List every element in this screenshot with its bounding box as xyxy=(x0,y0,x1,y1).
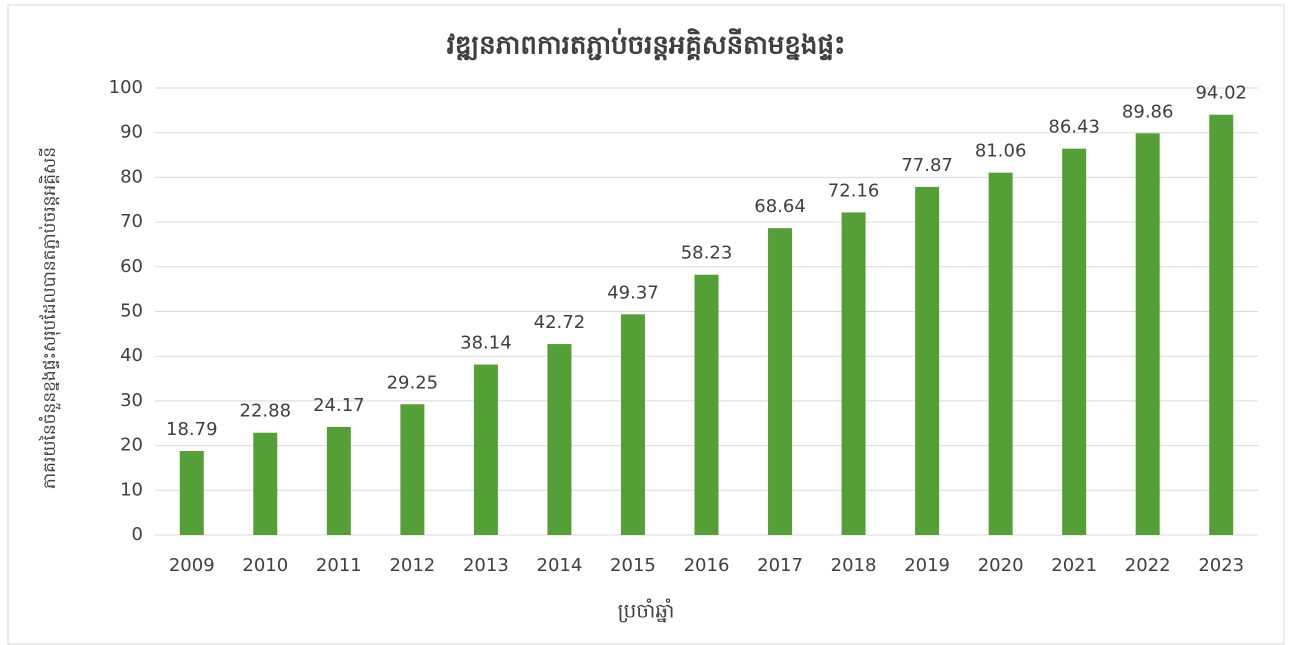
y-tick-label: 90 xyxy=(120,122,143,143)
data-label: 72.16 xyxy=(828,180,880,201)
data-label: 77.87 xyxy=(901,155,953,176)
bar xyxy=(1062,148,1087,535)
chart-border xyxy=(7,4,1285,645)
bar xyxy=(326,426,351,535)
y-tick-label: 100 xyxy=(109,77,143,98)
data-label: 58.23 xyxy=(681,243,733,264)
data-label: 68.64 xyxy=(754,196,806,217)
bar xyxy=(1209,114,1234,536)
bar xyxy=(915,186,940,536)
bar xyxy=(179,451,204,535)
data-label: 86.43 xyxy=(1048,117,1100,138)
bar xyxy=(768,228,793,535)
data-label: 42.72 xyxy=(534,312,586,333)
x-tick-label: 2013 xyxy=(463,555,509,576)
data-label: 89.86 xyxy=(1122,101,1174,122)
x-tick-label: 2014 xyxy=(537,555,583,576)
x-tick-label: 2017 xyxy=(757,555,803,576)
x-tick-label: 2012 xyxy=(389,555,435,576)
x-tick-label: 2021 xyxy=(1051,555,1097,576)
chart-title: វឌ្ឍនភាពការតភ្ជាប់ចរន្តអគ្គិសនីតាមខ្នងផ្… xyxy=(447,28,846,61)
x-tick-label: 2019 xyxy=(904,555,950,576)
x-tick-label: 2020 xyxy=(978,555,1024,576)
y-tick-label: 60 xyxy=(120,256,143,277)
bar xyxy=(473,364,498,535)
data-label: 94.02 xyxy=(1195,83,1247,104)
data-label: 22.88 xyxy=(240,401,292,422)
bar xyxy=(694,274,719,535)
y-tick-label: 80 xyxy=(120,166,143,187)
y-tick-label: 40 xyxy=(120,345,143,366)
data-label: 18.79 xyxy=(166,419,218,440)
x-tick-label: 2015 xyxy=(610,555,656,576)
data-label: 81.06 xyxy=(975,141,1027,162)
bar xyxy=(547,344,572,535)
y-axis-title: ភាគរយនៃចំនួនខ្នងផ្ទះសរុបដែលបានតភ្ជាប់ចរន… xyxy=(38,147,61,489)
y-tick-label: 50 xyxy=(120,301,143,322)
y-tick-label: 10 xyxy=(120,479,143,500)
x-tick-label: 2022 xyxy=(1125,555,1171,576)
y-tick-label: 70 xyxy=(120,211,143,232)
x-tick-label: 2011 xyxy=(316,555,362,576)
x-tick-label: 2018 xyxy=(831,555,877,576)
y-tick-label: 0 xyxy=(132,524,143,545)
bar xyxy=(988,172,1013,535)
data-label: 24.17 xyxy=(313,395,365,416)
y-tick-label: 20 xyxy=(120,435,143,456)
x-axis-title: ប្រចាំឆ្នាំ xyxy=(618,598,675,623)
bar xyxy=(400,404,425,535)
y-tick-label: 30 xyxy=(120,390,143,411)
bar xyxy=(620,314,645,535)
x-tick-label: 2016 xyxy=(684,555,730,576)
bar xyxy=(1135,133,1160,535)
data-label: 38.14 xyxy=(460,333,512,354)
x-tick-label: 2010 xyxy=(242,555,288,576)
bar xyxy=(253,432,278,535)
data-label: 29.25 xyxy=(387,372,439,393)
x-tick-label: 2009 xyxy=(169,555,215,576)
bar xyxy=(841,212,866,535)
data-label: 49.37 xyxy=(607,282,659,303)
x-tick-label: 2023 xyxy=(1198,555,1244,576)
